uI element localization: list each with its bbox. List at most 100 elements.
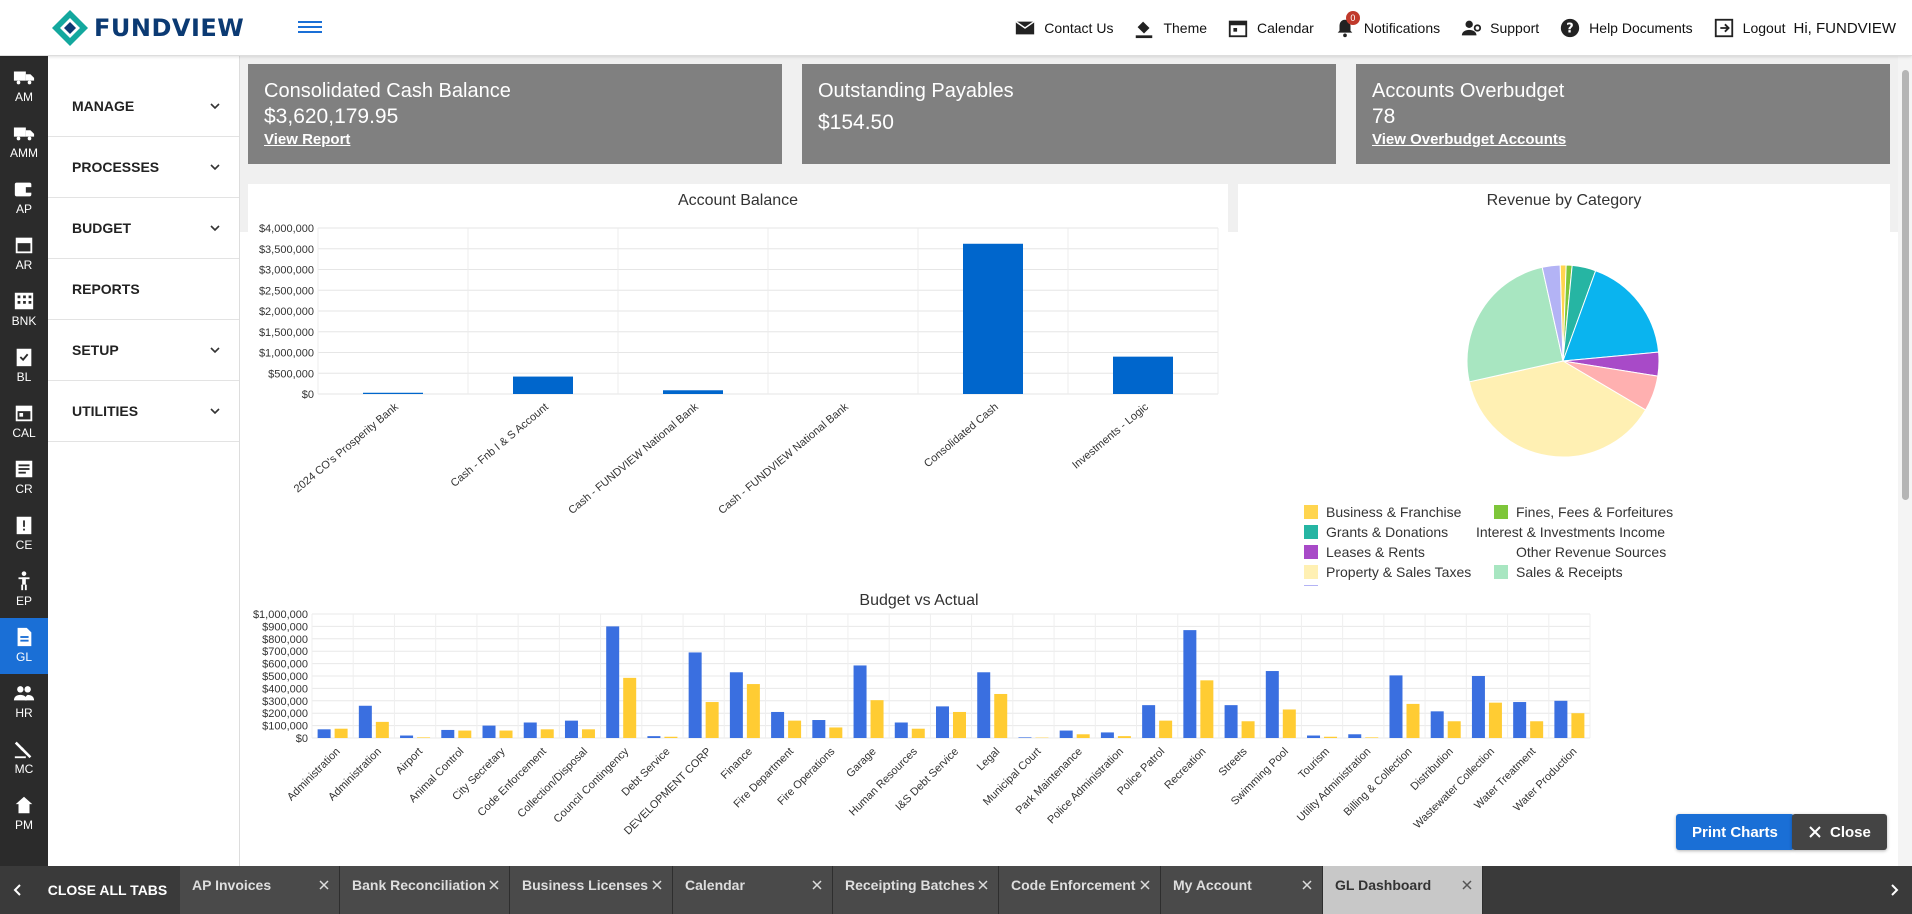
rail-item-bl[interactable]: BL bbox=[0, 338, 48, 394]
budget-bar[interactable] bbox=[1183, 630, 1197, 738]
actual-bar[interactable] bbox=[540, 729, 554, 738]
actual-bar[interactable] bbox=[1117, 736, 1131, 738]
tab-close-icon[interactable] bbox=[652, 880, 662, 890]
actual-bar[interactable] bbox=[417, 737, 431, 738]
budget-bar[interactable] bbox=[647, 736, 661, 738]
pie-slice[interactable] bbox=[1562, 270, 1660, 362]
tab-code-enforcement[interactable]: Code Enforcement bbox=[999, 866, 1161, 914]
budget-bar[interactable] bbox=[812, 720, 826, 738]
tab-close-icon[interactable] bbox=[978, 880, 988, 890]
budget-bar[interactable] bbox=[771, 711, 785, 738]
pie-slice[interactable] bbox=[1468, 360, 1647, 458]
actual-bar[interactable] bbox=[705, 702, 719, 738]
actual-bar[interactable] bbox=[1365, 737, 1379, 738]
actual-bar[interactable] bbox=[1324, 736, 1338, 738]
budget-bar[interactable] bbox=[853, 665, 867, 738]
close-all-tabs-button[interactable]: CLOSE ALL TABS bbox=[47, 882, 168, 898]
bar[interactable] bbox=[513, 376, 573, 394]
budget-bar[interactable] bbox=[441, 729, 455, 738]
budget-bar[interactable] bbox=[688, 652, 702, 738]
rail-item-cr[interactable]: CR bbox=[0, 450, 48, 506]
help-documents-link[interactable]: ? Help Documents bbox=[1559, 17, 1693, 39]
support-link[interactable]: Support bbox=[1460, 17, 1539, 39]
legend-item[interactable]: Business & Franchise bbox=[1304, 504, 1480, 520]
actual-bar[interactable] bbox=[1241, 721, 1255, 738]
legend-item[interactable]: Other Revenue Sources bbox=[1508, 544, 1666, 560]
rail-item-pm[interactable]: PM bbox=[0, 786, 48, 842]
actual-bar[interactable] bbox=[870, 700, 884, 738]
legend-item[interactable]: Property & Sales Taxes bbox=[1304, 564, 1480, 580]
budget-bar[interactable] bbox=[936, 706, 949, 738]
actual-bar[interactable] bbox=[953, 711, 966, 738]
rail-item-ce[interactable]: CE bbox=[0, 506, 48, 562]
budget-bar[interactable] bbox=[606, 626, 620, 738]
tab-close-icon[interactable] bbox=[489, 880, 499, 890]
tab-receipting-batches[interactable]: Receipting Batches bbox=[833, 866, 999, 914]
bar[interactable] bbox=[1113, 356, 1173, 394]
menu-item-reports[interactable]: REPORTS bbox=[48, 259, 239, 320]
tab-close-icon[interactable] bbox=[812, 880, 822, 890]
tab-close-icon[interactable] bbox=[1462, 880, 1472, 890]
legend-item[interactable]: Sales & Receipts bbox=[1494, 564, 1684, 580]
rail-item-hr[interactable]: HR bbox=[0, 674, 48, 730]
menu-item-budget[interactable]: BUDGET bbox=[48, 198, 239, 259]
legend-item[interactable]: Grants & Donations bbox=[1304, 524, 1454, 540]
actual-bar[interactable] bbox=[1488, 702, 1502, 738]
actual-bar[interactable] bbox=[458, 730, 472, 738]
tab-bank-reconciliation[interactable]: Bank Reconciliation bbox=[340, 866, 510, 914]
budget-bar[interactable] bbox=[729, 672, 743, 738]
rail-item-ar[interactable]: AR bbox=[0, 226, 48, 282]
budget-bar[interactable] bbox=[1018, 737, 1032, 738]
budget-bar[interactable] bbox=[1142, 705, 1156, 738]
actual-bar[interactable] bbox=[1530, 721, 1544, 738]
budget-bar[interactable] bbox=[400, 735, 414, 738]
actual-bar[interactable] bbox=[788, 720, 802, 738]
rail-item-ap[interactable]: AP bbox=[0, 170, 48, 226]
budget-bar[interactable] bbox=[1265, 671, 1279, 738]
pie-slice[interactable] bbox=[1466, 266, 1564, 383]
tab-my-account[interactable]: My Account bbox=[1161, 866, 1323, 914]
rail-item-amm[interactable]: AMM bbox=[0, 114, 48, 170]
actual-bar[interactable] bbox=[334, 728, 348, 738]
bar[interactable] bbox=[363, 392, 423, 394]
logout-link[interactable]: Logout bbox=[1713, 17, 1786, 39]
legend-item[interactable]: Leases & Rents bbox=[1304, 544, 1494, 560]
page-scrollbar[interactable] bbox=[1898, 56, 1912, 866]
budget-bar[interactable] bbox=[1554, 700, 1568, 738]
rail-item-ep[interactable]: EP bbox=[0, 562, 48, 618]
actual-bar[interactable] bbox=[829, 727, 843, 738]
tabs-scroll-right[interactable] bbox=[1876, 866, 1912, 914]
budget-bar[interactable] bbox=[1513, 702, 1527, 738]
actual-bar[interactable] bbox=[581, 729, 595, 738]
tabs-scroll-left[interactable] bbox=[0, 866, 36, 914]
actual-bar[interactable] bbox=[1076, 734, 1090, 738]
budget-bar[interactable] bbox=[1307, 735, 1321, 738]
bar[interactable] bbox=[963, 243, 1023, 394]
tab-close-icon[interactable] bbox=[319, 880, 329, 890]
legend-item[interactable]: Fines, Fees & Forfeitures bbox=[1494, 504, 1684, 520]
actual-bar[interactable] bbox=[746, 684, 760, 738]
print-charts-button[interactable]: Print Charts bbox=[1676, 814, 1794, 850]
tab-business-licenses[interactable]: Business Licenses bbox=[510, 866, 673, 914]
actual-bar[interactable] bbox=[1200, 680, 1214, 738]
budget-bar[interactable] bbox=[317, 729, 331, 738]
pie-slice[interactable] bbox=[1541, 264, 1564, 362]
budget-bar[interactable] bbox=[482, 725, 496, 738]
budget-bar[interactable] bbox=[977, 672, 991, 738]
view-report-link[interactable]: View Report bbox=[264, 131, 351, 148]
budget-bar[interactable] bbox=[1430, 711, 1444, 738]
actual-bar[interactable] bbox=[499, 730, 513, 738]
tab-close-icon[interactable] bbox=[1302, 880, 1312, 890]
legend-item[interactable]: Interest & Investments Income bbox=[1468, 524, 1665, 540]
scroll-thumb[interactable] bbox=[1902, 70, 1909, 500]
menu-item-processes[interactable]: PROCESSES bbox=[48, 137, 239, 198]
tab-ap-invoices[interactable]: AP Invoices bbox=[180, 866, 340, 914]
actual-bar[interactable] bbox=[1282, 709, 1296, 738]
close-button[interactable]: Close bbox=[1792, 814, 1887, 850]
logo[interactable]: FUNDVIEW bbox=[50, 10, 244, 46]
budget-bar[interactable] bbox=[1348, 734, 1362, 738]
tab-close-icon[interactable] bbox=[1140, 880, 1150, 890]
budget-bar[interactable] bbox=[1224, 705, 1238, 738]
budget-bar[interactable] bbox=[564, 720, 578, 738]
tab-gl-dashboard[interactable]: GL Dashboard bbox=[1323, 866, 1483, 914]
